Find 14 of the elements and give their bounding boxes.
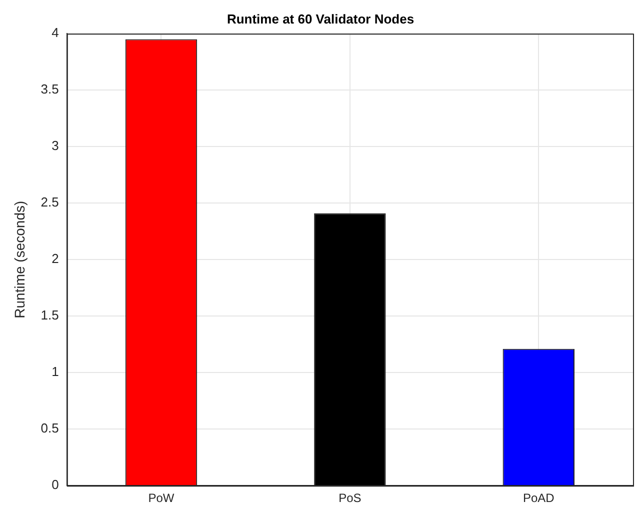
y-tick-label: 0 xyxy=(52,477,59,492)
y-tick-label: 4 xyxy=(52,25,59,40)
y-tick-label: 1.5 xyxy=(40,308,59,323)
y-tick-label: 3.5 xyxy=(40,82,59,97)
y-tick-label: 2.5 xyxy=(40,194,59,210)
y-tick-label: 2 xyxy=(52,251,59,266)
y-tick-label: 3 xyxy=(52,138,59,154)
chart-title: Runtime at 60 Validator Nodes xyxy=(226,11,414,26)
x-tick-label: PoS xyxy=(338,491,362,506)
x-tick-label: PoW xyxy=(148,491,175,506)
y-axis-title: Runtime (seconds) xyxy=(11,200,28,318)
x-tick-label: PoAD xyxy=(522,491,555,506)
y-tick-label: 0.5 xyxy=(40,420,59,436)
y-tick-label: 1 xyxy=(52,364,59,380)
